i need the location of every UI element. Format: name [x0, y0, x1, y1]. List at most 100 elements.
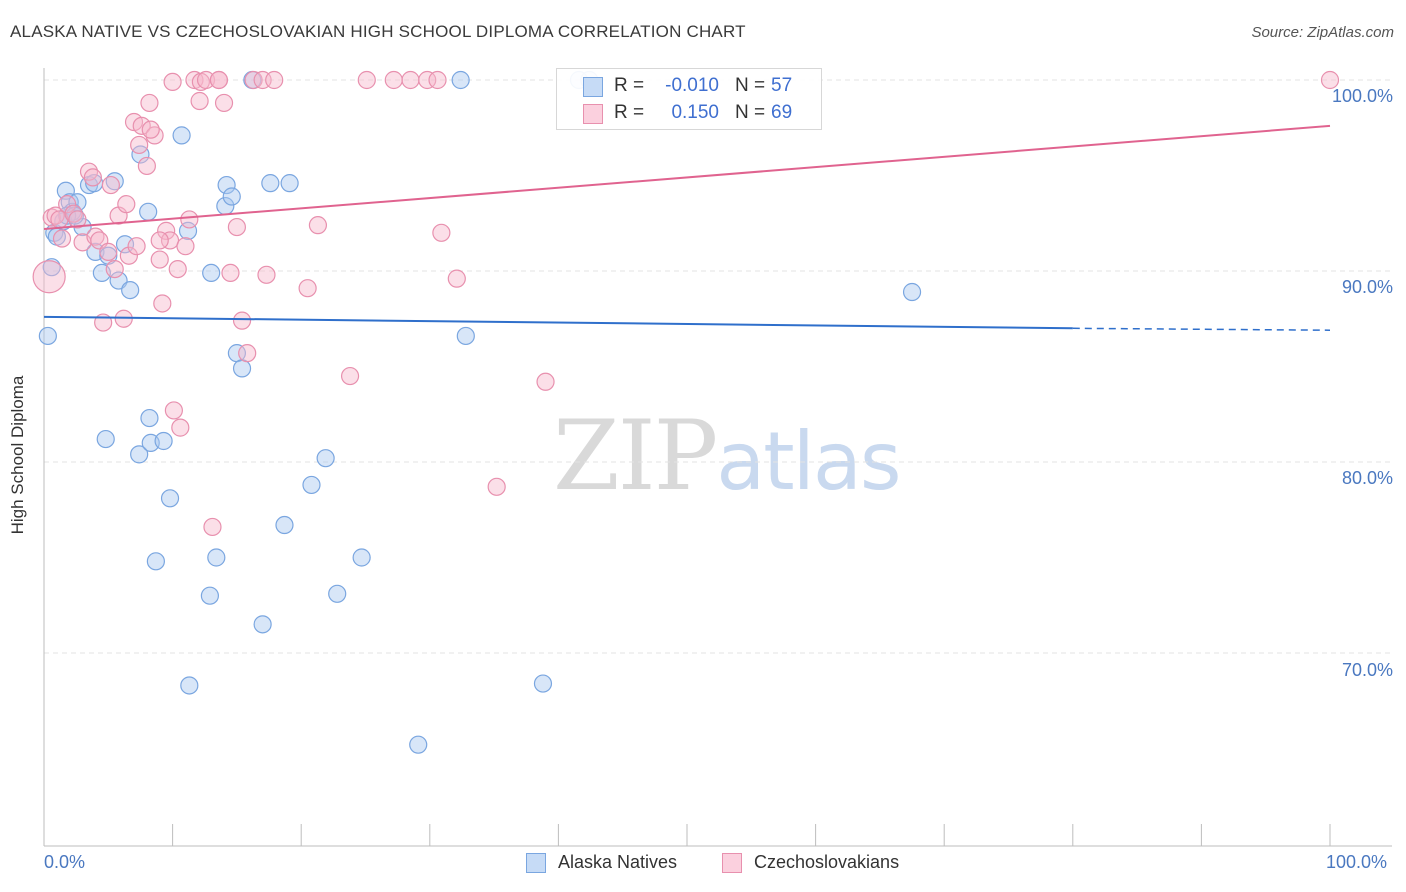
y-tick-80: 80.0% — [1341, 468, 1393, 488]
data-point — [200, 586, 219, 605]
data-point — [42, 258, 61, 277]
data-point — [456, 326, 475, 346]
legend-r-value: -0.010 — [665, 75, 719, 96]
y-tick-70: 70.0% — [1341, 660, 1393, 680]
data-point — [196, 70, 216, 90]
data-point — [172, 126, 191, 145]
data-point — [101, 175, 120, 195]
data-point — [533, 674, 553, 693]
legend-swatch-blue — [526, 853, 546, 873]
stats-legend: R = -0.010 N = 57 R = 0.150 N = 69 — [556, 68, 822, 130]
data-point — [203, 517, 222, 537]
data-point — [163, 72, 182, 92]
data-point — [487, 477, 506, 496]
x-tick-0: 0.0% — [44, 852, 86, 872]
czechoslovakians-trend-line — [43, 124, 1331, 230]
alaska-natives-trend-extension — [1072, 327, 1331, 331]
data-point — [280, 174, 299, 193]
data-point — [308, 216, 328, 235]
data-point — [357, 70, 376, 90]
legend-swatch-blue — [583, 77, 603, 97]
data-point — [214, 93, 234, 113]
data-point — [238, 344, 257, 363]
data-point — [316, 449, 335, 468]
data-point — [140, 408, 159, 428]
data-point — [32, 260, 66, 294]
data-point — [352, 548, 371, 567]
data-point — [153, 294, 172, 313]
data-point — [150, 231, 169, 250]
legend-label: Alaska Natives — [558, 852, 678, 872]
x-tick-100: 100.0% — [1326, 852, 1388, 872]
data-point — [209, 70, 228, 90]
czechoslovakians-points — [32, 70, 1340, 537]
data-point — [232, 359, 252, 378]
data-point — [202, 263, 221, 283]
data-point — [536, 372, 555, 391]
data-point — [56, 181, 75, 200]
data-point — [52, 229, 72, 248]
legend-n-label: N = — [735, 75, 766, 96]
data-point — [115, 235, 135, 254]
data-point — [127, 237, 146, 256]
data-point — [146, 552, 165, 571]
legend-row-alaska: R = -0.010 N = 57 — [557, 75, 821, 99]
data-point — [265, 70, 284, 90]
data-point — [139, 202, 158, 221]
data-point — [227, 217, 246, 237]
data-point — [253, 615, 272, 634]
data-point — [217, 175, 236, 195]
watermark: ZIPatlas — [553, 400, 902, 512]
data-point — [154, 431, 173, 451]
data-point — [132, 116, 151, 135]
data-point — [232, 311, 252, 330]
data-point — [275, 515, 294, 535]
legend-swatch-pink — [722, 853, 742, 873]
data-point — [99, 242, 118, 261]
data-point — [261, 174, 280, 193]
data-point — [160, 489, 180, 508]
legend-r-value: 0.150 — [671, 102, 719, 123]
data-point — [164, 401, 183, 420]
data-point — [207, 548, 226, 567]
data-point — [428, 70, 447, 90]
data-point — [401, 70, 420, 90]
data-point — [117, 195, 136, 214]
data-point — [384, 70, 403, 90]
y-axis-label: High School Diploma — [8, 375, 27, 535]
data-point — [222, 187, 241, 206]
legend-r-label: R = — [614, 102, 645, 123]
y-tick-90: 90.0% — [1341, 277, 1393, 297]
legend-n-label: N = — [735, 102, 766, 123]
data-point — [38, 326, 57, 346]
alaska-natives-trend-line — [43, 315, 1073, 330]
data-point — [150, 250, 169, 269]
data-point — [83, 168, 102, 187]
data-point — [328, 584, 347, 603]
data-point — [157, 221, 176, 240]
legend-r-label: R = — [614, 75, 645, 96]
legend-n-value: 69 — [771, 102, 793, 123]
legend-n-value: 57 — [771, 75, 793, 96]
data-point — [298, 279, 317, 298]
legend-row-czech: R = 0.150 N = 69 — [557, 102, 821, 126]
data-point — [409, 735, 428, 754]
data-point — [451, 70, 470, 90]
source-credit: Source: ZipAtlas.com — [1251, 24, 1394, 41]
data-point — [176, 237, 195, 256]
data-point — [432, 223, 451, 242]
legend-label: Czechoslovakians — [754, 852, 900, 872]
data-point — [180, 210, 199, 229]
data-point — [171, 418, 190, 437]
watermark-zip: ZIP — [553, 400, 718, 512]
data-point — [121, 281, 140, 300]
chart-title: ALASKA NATIVE VS CZECHOSLOVAKIAN HIGH SC… — [10, 22, 746, 41]
data-point — [902, 282, 922, 302]
data-point — [302, 475, 321, 495]
data-point — [130, 135, 149, 155]
data-point — [180, 676, 199, 695]
data-point — [168, 259, 187, 279]
data-point — [131, 145, 150, 164]
data-point — [58, 195, 77, 214]
